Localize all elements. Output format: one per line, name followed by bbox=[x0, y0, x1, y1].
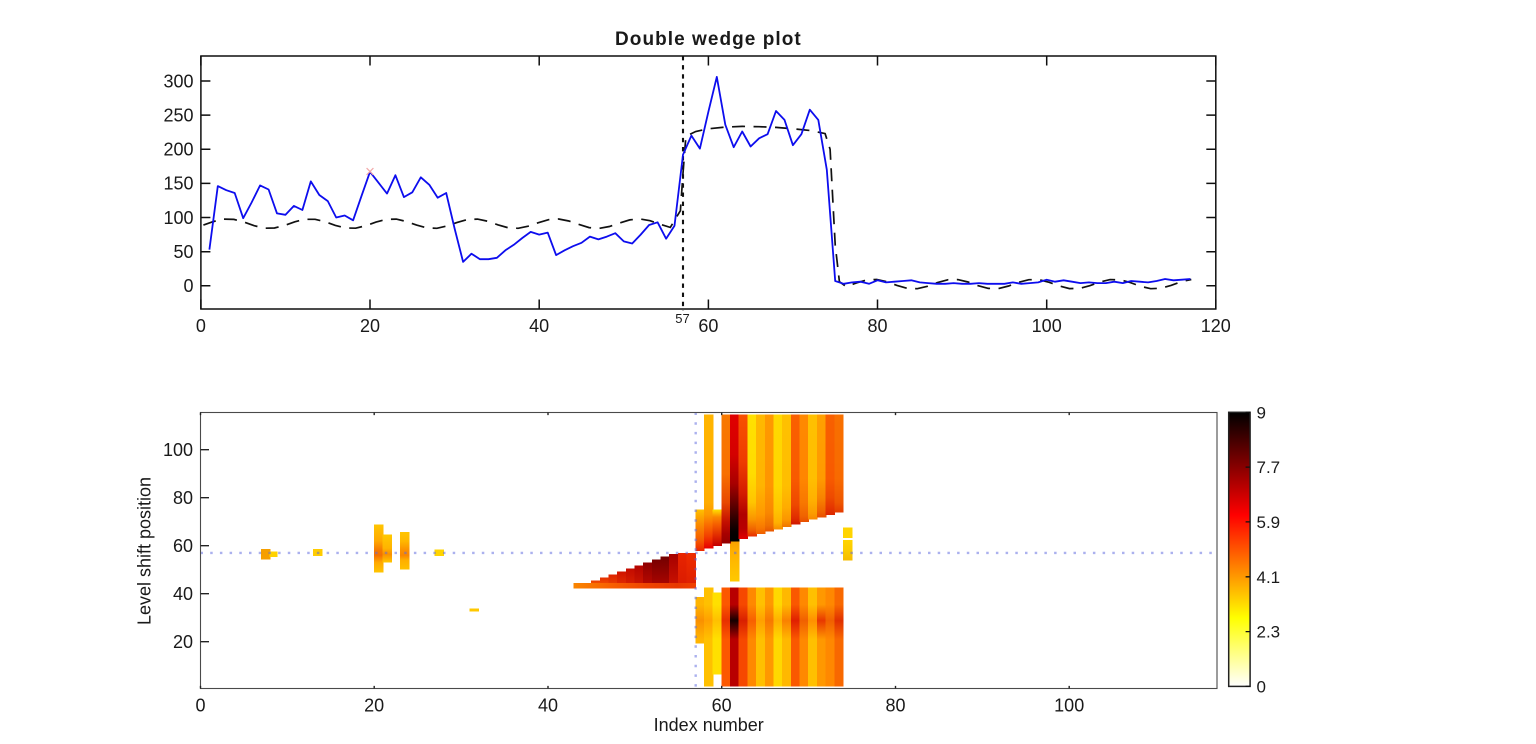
svg-text:60: 60 bbox=[173, 536, 193, 556]
svg-text:7.7: 7.7 bbox=[1257, 458, 1281, 477]
svg-text:2.3: 2.3 bbox=[1257, 623, 1281, 642]
svg-text:Double wedge plot: Double wedge plot bbox=[615, 29, 802, 50]
svg-text:9: 9 bbox=[1257, 403, 1266, 422]
svg-text:0: 0 bbox=[1257, 677, 1266, 696]
svg-text:100: 100 bbox=[1054, 696, 1084, 716]
svg-text:50: 50 bbox=[173, 242, 193, 262]
svg-text:100: 100 bbox=[1032, 316, 1062, 336]
svg-text:60: 60 bbox=[698, 316, 718, 336]
svg-text:20: 20 bbox=[364, 696, 384, 716]
svg-text:60: 60 bbox=[712, 696, 732, 716]
svg-text:20: 20 bbox=[173, 632, 193, 652]
svg-text:40: 40 bbox=[529, 316, 549, 336]
svg-text:0: 0 bbox=[195, 696, 205, 716]
svg-text:80: 80 bbox=[867, 316, 887, 336]
svg-text:150: 150 bbox=[163, 174, 193, 194]
svg-text:5.9: 5.9 bbox=[1257, 513, 1281, 532]
svg-text:0: 0 bbox=[183, 276, 193, 296]
svg-text:Level shift position: Level shift position bbox=[135, 477, 155, 625]
svg-text:4.1: 4.1 bbox=[1257, 568, 1281, 587]
svg-text:40: 40 bbox=[173, 584, 193, 604]
svg-text:120: 120 bbox=[1201, 316, 1231, 336]
svg-text:57: 57 bbox=[675, 311, 689, 326]
svg-text:80: 80 bbox=[173, 488, 193, 508]
svg-text:100: 100 bbox=[163, 208, 193, 228]
svg-text:Index number: Index number bbox=[654, 715, 764, 735]
svg-text:200: 200 bbox=[163, 140, 193, 160]
svg-text:250: 250 bbox=[163, 105, 193, 125]
svg-text:80: 80 bbox=[885, 696, 905, 716]
svg-text:40: 40 bbox=[538, 696, 558, 716]
svg-text:0: 0 bbox=[196, 316, 206, 336]
svg-text:300: 300 bbox=[163, 71, 193, 91]
svg-text:100: 100 bbox=[163, 440, 193, 460]
svg-text:20: 20 bbox=[360, 316, 380, 336]
